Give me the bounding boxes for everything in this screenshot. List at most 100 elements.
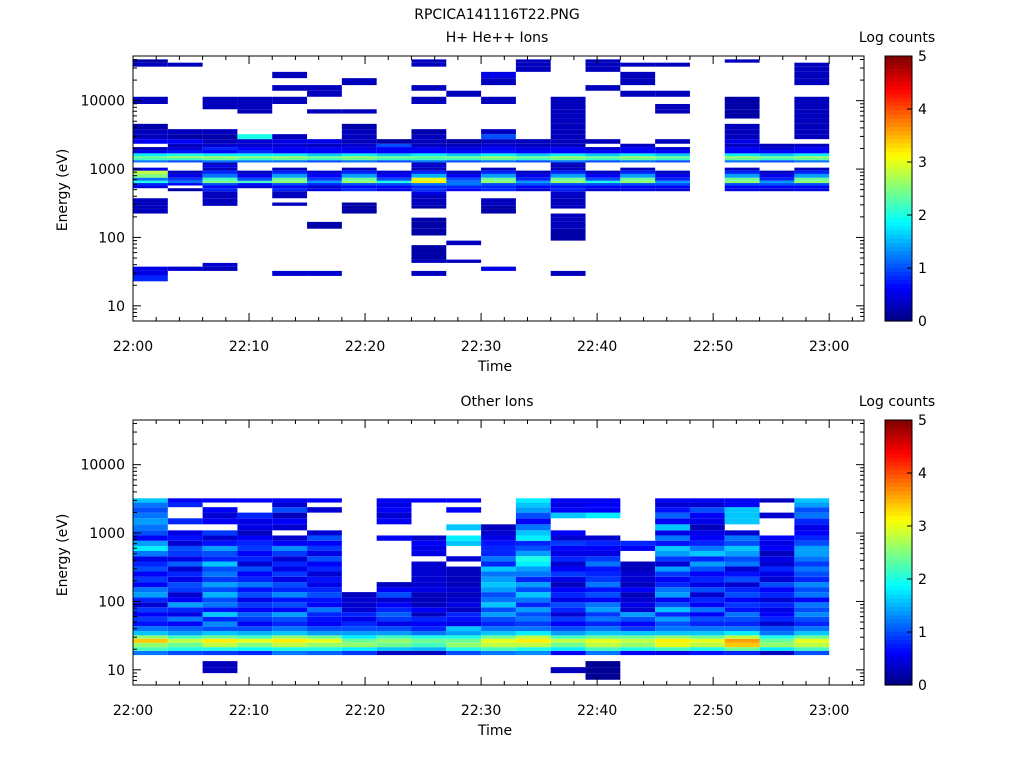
heatmap-cell <box>724 59 760 63</box>
heatmap-cell <box>724 626 760 632</box>
colorbar-swatch <box>885 72 912 78</box>
colorbar-swatch <box>885 643 912 649</box>
heatmap-cell <box>341 180 377 184</box>
heatmap-cell <box>585 597 621 603</box>
heatmap-cell <box>724 631 760 636</box>
heatmap-cell <box>550 642 586 648</box>
heatmap-cell <box>620 626 656 632</box>
heatmap-cell <box>341 626 377 632</box>
heatmap-cell <box>133 198 168 203</box>
heatmap-cell <box>724 535 760 541</box>
heatmap-cell <box>307 507 342 513</box>
heatmap-cell <box>167 139 203 144</box>
heatmap-cell <box>515 647 551 651</box>
heatmap-cell <box>724 650 760 656</box>
heatmap-cell <box>133 524 168 531</box>
heatmap-cell <box>689 507 725 513</box>
heatmap-cell <box>133 576 168 583</box>
heatmap-cell <box>655 592 690 598</box>
heatmap-cell <box>411 217 447 222</box>
heatmap-cell <box>759 158 795 161</box>
heatmap-cell <box>724 518 760 525</box>
heatmap-cell <box>411 535 447 541</box>
heatmap-cell <box>167 183 203 186</box>
heatmap-cell <box>550 160 586 163</box>
heatmap-cell <box>133 512 168 519</box>
heatmap-cell <box>307 173 342 178</box>
heatmap-cell <box>341 153 377 157</box>
heatmap-cell <box>515 626 551 632</box>
heatmap-cell <box>794 153 830 157</box>
heatmap-cell <box>655 616 690 622</box>
heatmap-cell <box>655 150 690 154</box>
heatmap-cell <box>446 150 482 154</box>
heatmap-cell <box>585 642 621 648</box>
heatmap-cell <box>167 602 203 608</box>
heatmap-cell <box>515 160 551 163</box>
heatmap-cell <box>724 150 760 154</box>
heatmap-cell <box>689 607 725 613</box>
heatmap-cell <box>133 602 168 608</box>
heatmap-cell <box>272 153 308 157</box>
heatmap-cell <box>515 188 551 192</box>
colorbar-swatch <box>885 482 912 487</box>
heatmap-cell <box>446 188 482 192</box>
heatmap-cell <box>620 616 656 622</box>
heatmap-cell <box>307 156 342 159</box>
heatmap-cell <box>550 638 586 643</box>
heatmap-cell <box>655 180 690 184</box>
heatmap-cell <box>759 607 795 613</box>
heatmap-cell <box>237 647 273 651</box>
heatmap-cell <box>759 535 795 541</box>
heatmap-cell <box>481 134 516 140</box>
heatmap-cell <box>585 512 621 519</box>
y-axis-label: Energy (eV) <box>55 514 71 597</box>
heatmap-cell <box>411 270 447 276</box>
heatmap-cell <box>759 143 795 148</box>
heatmap-cell <box>411 616 447 622</box>
colorbar-swatch <box>885 151 912 156</box>
heatmap-cell <box>446 592 482 598</box>
heatmap-cell <box>307 550 342 557</box>
heatmap-cell <box>237 566 273 572</box>
heatmap-cell <box>133 150 168 154</box>
colorbar-swatch <box>885 610 912 616</box>
heatmap-cell <box>794 170 830 174</box>
heatmap-cell <box>202 194 238 199</box>
heatmap-cell <box>237 602 273 608</box>
heatmap-cell <box>341 129 377 135</box>
heatmap-cell <box>272 621 308 627</box>
heatmap-cell <box>133 59 168 63</box>
colorbar-swatch <box>885 80 912 86</box>
heatmap-cell <box>585 185 621 189</box>
heatmap-cell <box>272 556 308 562</box>
heatmap-cell <box>724 129 760 135</box>
heatmap-cell <box>341 158 377 161</box>
heatmap-cell <box>515 587 551 593</box>
heatmap-cell <box>307 158 342 161</box>
heatmap-cell <box>481 71 516 79</box>
heatmap-cell <box>759 587 795 593</box>
colorbar-swatch <box>885 535 912 541</box>
heatmap-cell <box>794 507 830 513</box>
heatmap-cell <box>133 635 168 639</box>
heatmap-cell <box>133 158 168 161</box>
heatmap-cell <box>376 597 412 603</box>
heatmap-cell <box>689 592 725 598</box>
heatmap-cell <box>446 621 482 627</box>
colorbar-swatch <box>885 540 912 545</box>
colorbar-swatch <box>885 531 912 537</box>
heatmap-cell <box>411 602 447 608</box>
heatmap-cell <box>724 177 760 181</box>
heatmap-cell <box>724 638 760 643</box>
heatmap-cell <box>620 635 656 639</box>
heatmap-cell <box>237 592 273 598</box>
heatmap-cell <box>446 147 482 151</box>
heatmap-cell <box>307 150 342 154</box>
heatmap-cell <box>446 576 482 583</box>
heatmap-cell <box>376 502 412 508</box>
heatmap-cell <box>411 198 447 203</box>
heatmap-cell <box>411 259 447 263</box>
heatmap-cell <box>272 650 308 656</box>
colorbar-swatch <box>885 296 912 301</box>
